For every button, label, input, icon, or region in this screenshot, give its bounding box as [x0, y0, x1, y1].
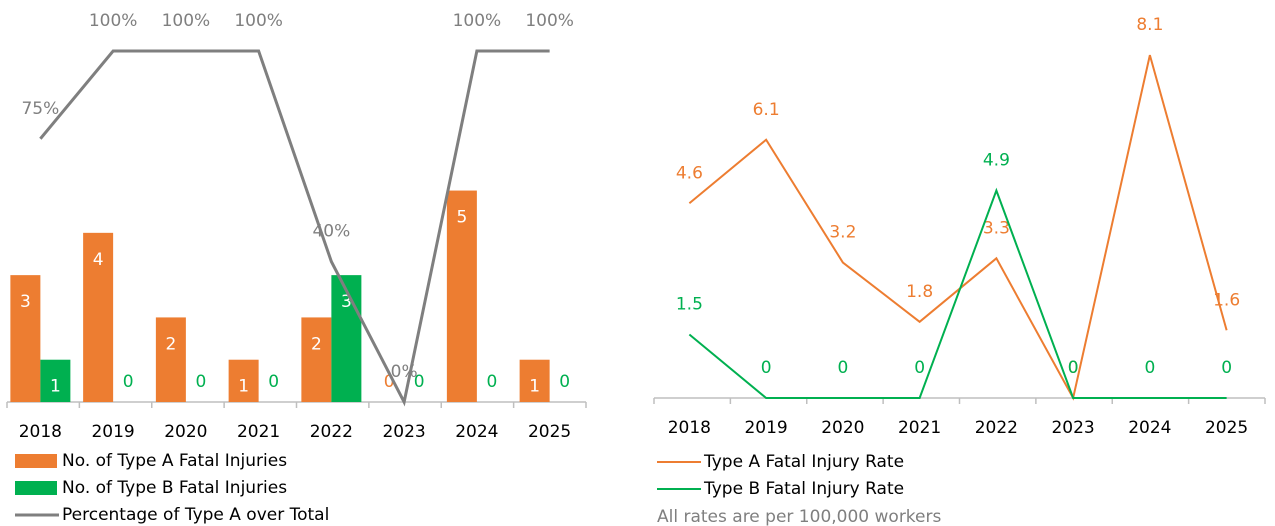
bar [10, 275, 41, 402]
bar [40, 359, 71, 402]
x-tick-label: 2020 [821, 418, 864, 438]
bar-value-label: 0 [486, 372, 497, 392]
legend-label: Type A Fatal Injury Rate [703, 452, 904, 472]
bar-value-label: 5 [456, 208, 467, 228]
legend-label: Type B Fatal Injury Rate [703, 479, 904, 499]
bar [446, 190, 477, 402]
data-label: 4.6 [676, 163, 703, 183]
bar [155, 317, 186, 402]
data-label: 0% [391, 362, 418, 382]
data-label: 3.2 [829, 223, 856, 243]
data-label: 0 [1221, 358, 1232, 378]
bar-value-label: 1 [529, 377, 540, 397]
bar-value-label: 3 [20, 292, 31, 312]
x-tick-label: 2019 [744, 418, 787, 438]
line-series [688, 54, 1228, 401]
bar-value-label: 0 [414, 372, 425, 392]
bar-value-label: 4 [93, 250, 104, 270]
x-tick-label: 2024 [1128, 418, 1171, 438]
legend-label: No. of Type B Fatal Injuries [62, 478, 287, 498]
bar-value-label: 1 [50, 377, 61, 397]
data-label: 75% [21, 99, 59, 119]
bar-value-label: 0 [268, 372, 279, 392]
legend-label: Percentage of Type A over Total [62, 505, 329, 525]
x-tick-label: 2020 [164, 422, 207, 442]
x-tick-label: 2021 [237, 422, 280, 442]
legend-swatch [15, 481, 57, 495]
data-label: 0 [1144, 358, 1155, 378]
bar [83, 232, 114, 402]
bar-value-label: 3 [341, 292, 352, 312]
line-series [39, 49, 550, 407]
data-label: 40% [312, 222, 350, 242]
x-tick-label: 2022 [975, 418, 1018, 438]
data-label: 1.8 [906, 282, 933, 302]
data-label: 100% [89, 11, 138, 31]
data-label: 1.5 [676, 295, 703, 315]
note: All rates are per 100,000 workers [657, 507, 941, 526]
x-tick-label: 2025 [528, 422, 571, 442]
data-label: 8.1 [1136, 15, 1163, 35]
x-tick-label: 2018 [668, 418, 711, 438]
data-label: 3.3 [983, 218, 1010, 238]
bar-value-label: 0 [123, 372, 134, 392]
data-label: 0 [1068, 358, 1079, 378]
data-label: 6.1 [753, 100, 780, 120]
bar-value-label: 0 [384, 372, 395, 392]
data-label: 100% [453, 11, 502, 31]
data-label: 100% [234, 11, 283, 31]
x-tick-label: 2021 [898, 418, 941, 438]
bar [519, 359, 550, 402]
x-tick-label: 2019 [91, 422, 134, 442]
x-tick-label: 2022 [310, 422, 353, 442]
bar [228, 359, 259, 402]
bar-value-label: 2 [165, 334, 176, 354]
line-series [688, 187, 1227, 399]
data-label: 100% [525, 11, 574, 31]
bar-value-label: 0 [195, 372, 206, 392]
bar-value-label: 2 [311, 334, 322, 354]
x-tick-label: 2025 [1205, 418, 1248, 438]
data-label: 4.9 [983, 151, 1010, 171]
x-tick-label: 2024 [455, 422, 498, 442]
bar-value-label: 1 [238, 377, 249, 397]
bar-value-label: 0 [559, 372, 570, 392]
data-label: 1.6 [1213, 290, 1240, 310]
bar [301, 317, 332, 402]
data-label: 0 [837, 358, 848, 378]
x-tick-label: 2018 [19, 422, 62, 442]
data-label: 0 [914, 358, 925, 378]
data-label: 0 [1068, 358, 1079, 378]
x-tick-label: 2023 [1051, 418, 1094, 438]
legend-label: No. of Type A Fatal Injuries [62, 451, 287, 471]
data-label: 100% [162, 11, 211, 31]
data-label: 0 [761, 358, 772, 378]
bar [331, 275, 362, 402]
x-tick-label: 2023 [382, 422, 425, 442]
legend-swatch [15, 454, 57, 468]
